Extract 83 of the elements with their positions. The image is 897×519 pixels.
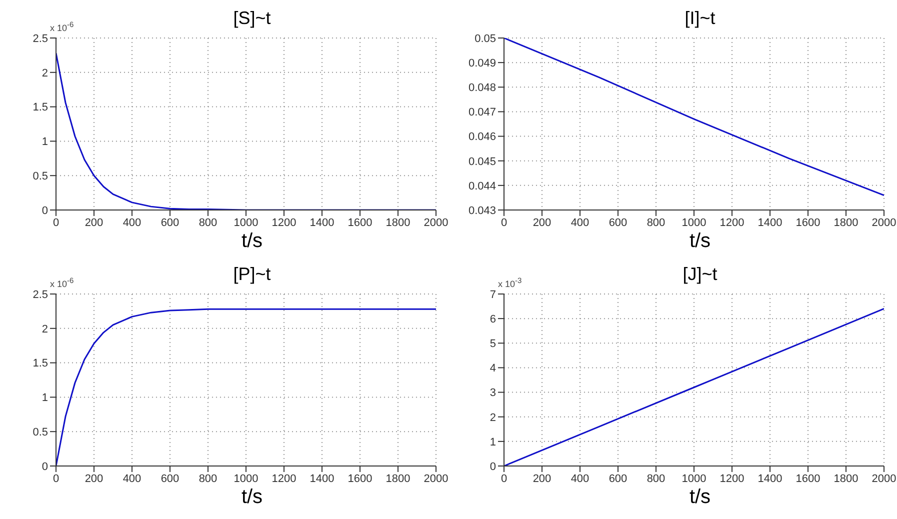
y-tick-label: 1 [42, 392, 48, 404]
y-tick-label: 0.05 [474, 32, 496, 45]
x-tick-label: 2000 [872, 216, 896, 229]
y-tick-label: 2 [42, 67, 48, 80]
x-tick-label: 1200 [272, 216, 296, 229]
x-tick-label: 1600 [348, 216, 372, 229]
chart-title: [J]~t [682, 264, 718, 284]
y-tick-label: 2 [490, 412, 496, 424]
x-tick-label: 1600 [796, 472, 820, 485]
x-tick-label: 1400 [310, 216, 334, 229]
y-tick-label: 0 [42, 460, 48, 473]
x-tick-label: 400 [570, 472, 590, 485]
y-tick-label: 0 [42, 204, 48, 217]
x-tick-label: 0 [500, 472, 508, 485]
y-tick-label: 0.045 [468, 156, 496, 168]
x-tick-label: 600 [160, 216, 180, 229]
y-tick-label: 1 [490, 436, 496, 448]
x-tick-label: 800 [198, 472, 218, 485]
x-tick-label: 800 [198, 216, 218, 229]
y-tick-label: 3 [490, 387, 496, 400]
y-tick-label: 1.5 [32, 358, 48, 370]
x-tick-label: 2000 [872, 472, 896, 485]
x-tick-label: 0 [52, 216, 60, 229]
x-tick-label: 0 [500, 216, 508, 229]
x-tick-label: 2000 [424, 216, 448, 229]
x-tick-label: 200 [532, 216, 552, 229]
y-tick-label: 0.5 [32, 170, 48, 183]
x-tick-label: 1200 [272, 472, 296, 485]
x-tick-label: 600 [608, 216, 628, 229]
y-tick-label: 0.049 [468, 57, 496, 70]
x-tick-label: 2000 [424, 472, 448, 485]
x-tick-label: 400 [122, 216, 142, 229]
x-tick-label: 1600 [796, 216, 820, 229]
y-tick-label: 4 [490, 362, 496, 375]
x-tick-label: 1800 [834, 472, 858, 485]
x-tick-label: 0 [52, 472, 60, 485]
x-tick-label: 1200 [720, 216, 744, 229]
x-tick-label: 200 [532, 472, 552, 485]
x-tick-label: 400 [570, 216, 590, 229]
x-tick-label: 1400 [758, 216, 782, 229]
chart-title: [S]~t [233, 8, 271, 28]
x-tick-label: 1800 [386, 216, 410, 229]
x-tick-label: 1000 [234, 216, 258, 229]
x-tick-label: 800 [646, 472, 666, 485]
x-tick-label: 1000 [682, 216, 706, 229]
y-tick-label: 0.047 [468, 106, 496, 119]
x-tick-label: 1400 [310, 472, 334, 485]
y-tick-label: 0.048 [468, 82, 496, 94]
x-tick-label: 1800 [386, 472, 410, 485]
x-tick-label: 200 [84, 216, 104, 229]
text: x 10$^{-6}$ [50, 276, 74, 289]
x-axis-title: t/s [240, 486, 264, 509]
x-tick-label: 1000 [234, 472, 258, 485]
y-tick-label: 0.043 [468, 204, 496, 217]
x-tick-label: 800 [646, 216, 666, 229]
y-tick-label: 6 [490, 313, 496, 326]
y-tick-label: 0 [490, 460, 496, 473]
x-tick-label: 1600 [348, 472, 372, 485]
y-tick-label: 2.5 [32, 32, 48, 45]
y-tick-label: 7 [490, 288, 496, 301]
x-axis-title: t/s [688, 230, 712, 253]
y-tick-label: 0.046 [468, 131, 496, 144]
x-tick-label: 1200 [720, 472, 744, 485]
text: x 10$^{-6}$ [50, 20, 74, 33]
chart-title: [I]~t [684, 8, 716, 30]
text: x 10$^{-3}$ [498, 276, 522, 289]
x-tick-label: 600 [160, 472, 180, 485]
x-tick-label: 200 [84, 472, 104, 485]
y-tick-label: 2.5 [32, 288, 48, 301]
y-tick-label: 0.044 [468, 180, 496, 192]
x-tick-label: 1400 [758, 472, 782, 485]
y-tick-label: 1 [42, 136, 48, 148]
y-tick-label: 5 [490, 338, 496, 350]
y-tick-label: 0.5 [32, 426, 48, 439]
y-tick-label: 2 [42, 323, 48, 336]
x-axis-title: t/s [240, 230, 264, 253]
y-tick-label: 1.5 [32, 102, 48, 114]
x-tick-label: 600 [608, 472, 628, 485]
x-tick-label: 1000 [682, 472, 706, 485]
x-tick-label: 400 [122, 472, 142, 485]
chart-title: [P]~t [233, 264, 271, 284]
x-axis-title: t/s [688, 486, 712, 509]
x-tick-label: 1800 [834, 216, 858, 229]
